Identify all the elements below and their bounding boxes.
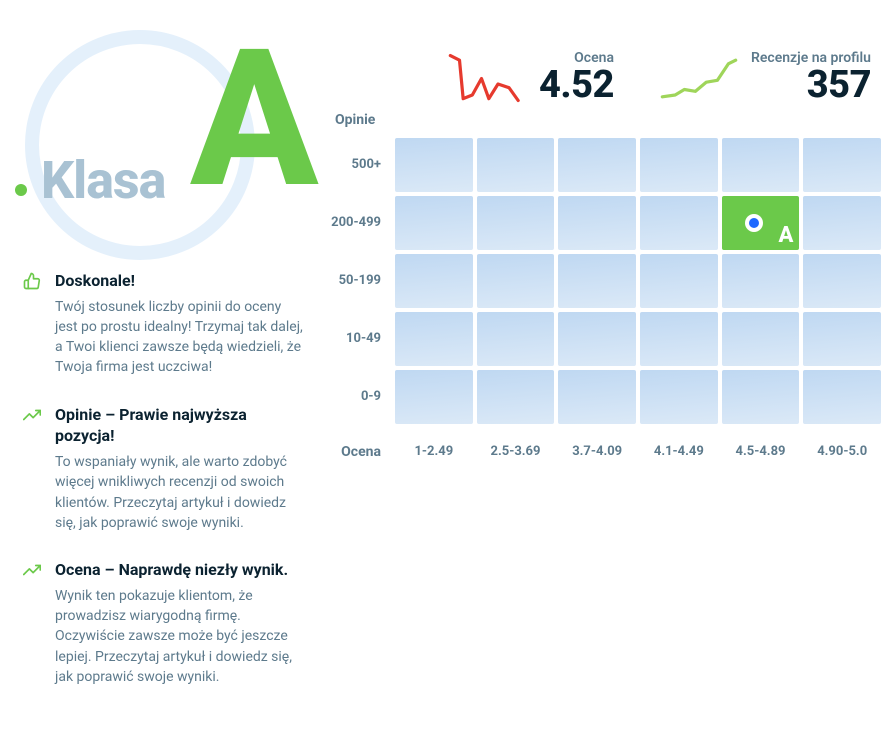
insight-text: Twój stosunek liczby opinii do oceny jes… (55, 297, 305, 378)
matrix-x-label: 3.7-4.09 (558, 444, 636, 459)
matrix-cell (803, 370, 881, 424)
matrix-y-label: 500+ (325, 157, 395, 172)
grade-letter: A (190, 25, 319, 215)
matrix-row: 0-9 (395, 368, 881, 426)
matrix-cell (640, 254, 718, 308)
insight-item: Doskonale! Twój stosunek liczby opinii d… (15, 270, 305, 378)
matrix-cell (803, 196, 881, 250)
matrix-cell (395, 312, 473, 366)
matrix-y-label: 200-499 (325, 215, 395, 230)
matrix-x-axis-title: Ocena (325, 444, 395, 460)
matrix-cell (722, 254, 800, 308)
stat-reviews-value: 357 (751, 66, 871, 106)
matrix-cell (477, 138, 555, 192)
matrix-row: 50-199 (395, 252, 881, 310)
matrix-cell (803, 312, 881, 366)
matrix-cell (395, 138, 473, 192)
insight-text: To wspaniały wynik, ale warto zdobyć wię… (55, 452, 305, 533)
stat-rating-value: 4.52 (539, 66, 614, 106)
stat-reviews-sparkline (659, 51, 739, 106)
matrix-active-dot (745, 214, 763, 232)
grade-prefix: Klasa (41, 150, 165, 211)
matrix-x-label: 4.1-4.49 (640, 444, 718, 459)
matrix-cell (722, 370, 800, 424)
grade-dot-marker (15, 184, 27, 196)
matrix-y-label: 10-49 (325, 331, 395, 346)
matrix-cell (558, 254, 636, 308)
matrix-row: 200-499A (395, 194, 881, 252)
matrix-cell (477, 370, 555, 424)
grade-hero: Klasa A (15, 10, 305, 270)
thumbs-up-icon (23, 270, 43, 378)
insight-title: Opinie – Prawie najwyższa pozycja! (55, 404, 305, 447)
matrix-cell (558, 196, 636, 250)
insight-text: Wynik ten pokazuje klientom, że prowadzi… (55, 586, 305, 687)
matrix-cell (640, 312, 718, 366)
matrix-y-axis-title: Opinie (335, 112, 415, 128)
matrix-cell (722, 312, 800, 366)
trend-up-icon (23, 404, 43, 533)
matrix-cell (395, 254, 473, 308)
matrix-cell (558, 312, 636, 366)
matrix: Opinie 500+200-499A50-19910-490-9 Ocena … (325, 136, 881, 460)
insight-title: Ocena – Naprawdę niezły wynik. (55, 559, 305, 581)
matrix-cell (477, 254, 555, 308)
matrix-y-label: 0-9 (325, 389, 395, 404)
matrix-y-label: 50-199 (325, 273, 395, 288)
matrix-cell (558, 138, 636, 192)
matrix-cell (640, 370, 718, 424)
stat-reviews: Recenzje na profilu 357 (659, 50, 871, 106)
stat-rating-sparkline (447, 51, 527, 106)
matrix-cell (395, 370, 473, 424)
matrix-row: 10-49 (395, 310, 881, 368)
matrix-x-label: 4.90-5.0 (803, 444, 881, 459)
matrix-cell (803, 138, 881, 192)
matrix-cell (640, 196, 718, 250)
matrix-row: 500+ (395, 136, 881, 194)
matrix-cell (558, 370, 636, 424)
matrix-x-label: 2.5-3.69 (477, 444, 555, 459)
matrix-active-letter: A (778, 223, 793, 248)
matrix-cell (640, 138, 718, 192)
trend-up-icon (23, 559, 43, 687)
insight-title: Doskonale! (55, 270, 305, 292)
stat-rating: Ocena 4.52 (447, 50, 614, 106)
matrix-cell: A (722, 196, 800, 250)
matrix-cell (395, 196, 473, 250)
matrix-cell (803, 254, 881, 308)
matrix-cell (722, 138, 800, 192)
insight-item: Ocena – Naprawdę niezły wynik. Wynik ten… (15, 559, 305, 687)
matrix-x-label: 1-2.49 (395, 444, 473, 459)
matrix-cell (477, 196, 555, 250)
matrix-cell (477, 312, 555, 366)
insight-item: Opinie – Prawie najwyższa pozycja! To ws… (15, 404, 305, 533)
matrix-x-label: 4.5-4.89 (722, 444, 800, 459)
